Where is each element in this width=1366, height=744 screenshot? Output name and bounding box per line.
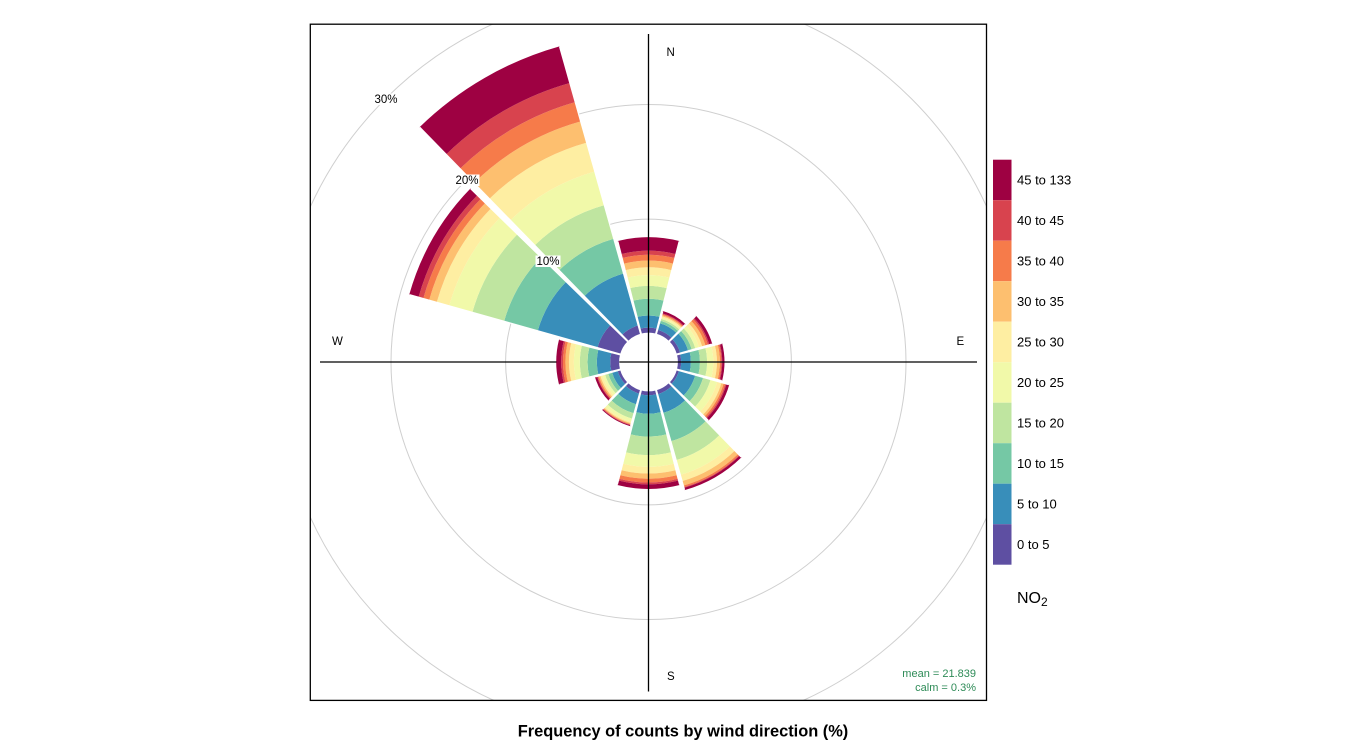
svg-text:5 to 10: 5 to 10 bbox=[1017, 497, 1057, 512]
svg-text:45 to 133: 45 to 133 bbox=[1017, 173, 1071, 188]
svg-text:S: S bbox=[667, 671, 675, 683]
svg-text:N: N bbox=[667, 47, 675, 59]
svg-text:10%: 10% bbox=[537, 256, 560, 268]
svg-text:20%: 20% bbox=[456, 175, 479, 187]
svg-text:Frequency of counts by wind di: Frequency of counts by wind direction (%… bbox=[518, 723, 849, 741]
svg-text:E: E bbox=[957, 336, 965, 348]
svg-text:20 to 25: 20 to 25 bbox=[1017, 375, 1064, 390]
svg-text:30%: 30% bbox=[375, 94, 398, 106]
svg-text:15 to 20: 15 to 20 bbox=[1017, 416, 1064, 431]
svg-text:NO2: NO2 bbox=[1017, 590, 1048, 609]
svg-text:10 to 15: 10 to 15 bbox=[1017, 456, 1064, 471]
svg-text:mean = 21.839: mean = 21.839 bbox=[902, 668, 976, 680]
svg-text:35 to 40: 35 to 40 bbox=[1017, 254, 1064, 269]
svg-text:40 to 45: 40 to 45 bbox=[1017, 213, 1064, 228]
svg-text:25 to 30: 25 to 30 bbox=[1017, 335, 1064, 350]
svg-text:calm = 0.3%: calm = 0.3% bbox=[915, 682, 976, 694]
svg-text:30 to 35: 30 to 35 bbox=[1017, 294, 1064, 309]
svg-text:0 to 5: 0 to 5 bbox=[1017, 537, 1050, 552]
svg-text:W: W bbox=[332, 336, 343, 348]
